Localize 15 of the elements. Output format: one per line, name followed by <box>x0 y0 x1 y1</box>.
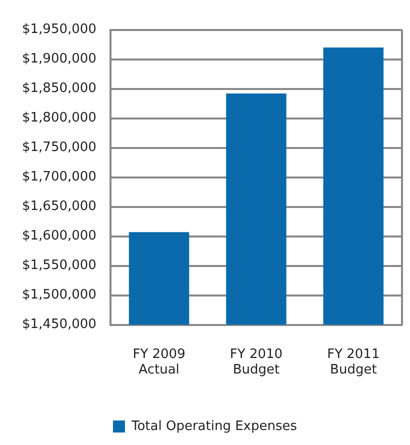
x-tick-label: FY 2010 Budget <box>230 346 283 378</box>
y-tick-label: $1,600,000 <box>22 228 96 244</box>
y-tick-label: $1,750,000 <box>22 140 96 156</box>
x-tick-label: FY 2009 Actual <box>132 346 186 378</box>
y-tick-label: $1,900,000 <box>22 52 96 67</box>
y-tick-label: $1,850,000 <box>22 81 96 96</box>
y-tick-label: $1,650,000 <box>22 199 96 214</box>
y-tick-label: $1,700,000 <box>22 170 96 185</box>
y-tick-label: $1,450,000 <box>22 317 96 332</box>
y-tick-label: $1,550,000 <box>22 258 96 274</box>
y-tick-label: $1,500,000 <box>22 288 96 303</box>
legend-label: Total Operating Expenses <box>130 418 298 434</box>
y-tick-label: $1,800,000 <box>22 110 96 126</box>
x-tick-label: FY 2011 Budget <box>327 346 380 378</box>
y-tick-label: $1,950,000 <box>22 22 96 38</box>
